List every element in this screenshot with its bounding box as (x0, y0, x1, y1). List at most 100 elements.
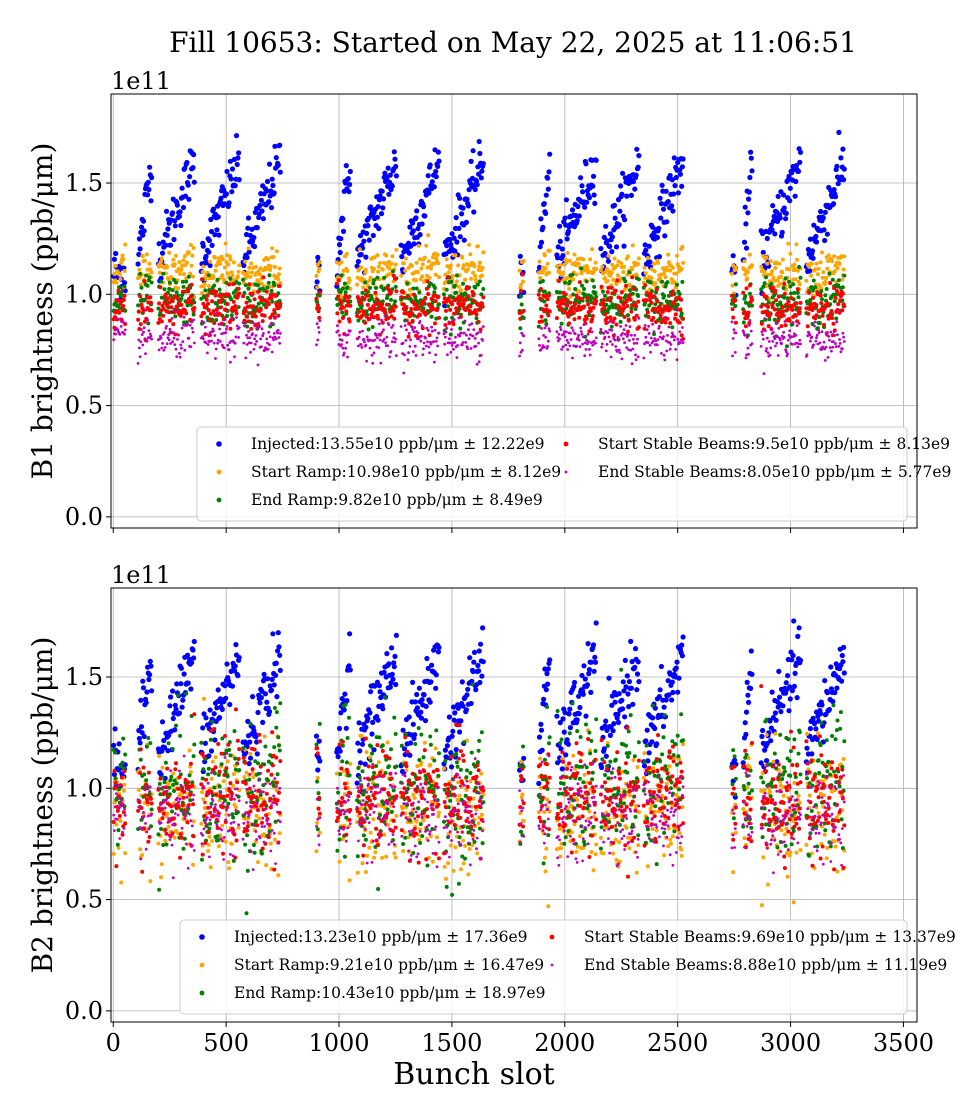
data-point (369, 317, 372, 320)
data-point (469, 277, 473, 281)
data-point (273, 838, 277, 842)
data-point (269, 205, 274, 210)
data-point (270, 183, 275, 188)
data-point (254, 343, 257, 346)
data-point (658, 687, 663, 692)
data-point (461, 839, 465, 843)
data-point (570, 326, 573, 329)
data-point (123, 321, 126, 324)
data-point (171, 288, 175, 292)
data-point (828, 281, 832, 285)
data-point (357, 310, 361, 314)
data-point (251, 235, 256, 240)
data-point (266, 199, 271, 204)
data-point (784, 320, 787, 323)
data-point (402, 372, 405, 375)
data-point (146, 321, 150, 325)
data-point (636, 153, 641, 158)
data-point (143, 326, 146, 329)
data-point (208, 317, 212, 321)
legend-entry: Injected:13.55e10 ppb/μm ± 12.22e9 (251, 435, 545, 453)
data-point (613, 317, 617, 321)
data-point (469, 159, 474, 164)
data-point (779, 275, 783, 279)
data-point (774, 718, 779, 723)
data-point (567, 711, 572, 716)
data-point (745, 680, 750, 685)
data-point (843, 340, 846, 343)
data-point (761, 285, 765, 289)
data-point (190, 301, 194, 305)
data-point (614, 339, 617, 342)
data-point (138, 294, 142, 298)
data-point (581, 692, 586, 697)
data-point (186, 183, 191, 188)
data-point (257, 322, 260, 325)
data-point (123, 243, 127, 247)
data-point (201, 270, 205, 274)
data-point (418, 313, 422, 317)
data-point (229, 176, 234, 181)
data-point (789, 296, 793, 300)
data-point (171, 317, 174, 320)
data-point (769, 347, 772, 350)
data-point (450, 328, 453, 331)
data-point (190, 254, 194, 258)
data-point (184, 280, 188, 284)
data-point (602, 298, 606, 302)
data-point (606, 290, 610, 294)
data-point (631, 362, 634, 365)
data-point (522, 335, 525, 338)
data-point (117, 741, 122, 746)
data-point (471, 290, 475, 294)
data-point (168, 694, 173, 699)
data-point (799, 301, 803, 305)
data-point (663, 359, 666, 362)
data-point (821, 215, 826, 220)
data-point (637, 325, 641, 329)
data-point (160, 337, 163, 340)
data-point (636, 165, 641, 170)
data-point (226, 271, 230, 275)
data-point (372, 856, 376, 860)
data-point (361, 239, 366, 244)
data-point (259, 208, 264, 213)
data-point (393, 164, 398, 169)
data-point (405, 282, 409, 286)
data-point (792, 263, 796, 267)
data-point (813, 726, 818, 731)
data-point (179, 344, 182, 347)
data-point (571, 357, 574, 360)
data-point (676, 358, 679, 361)
data-point (577, 711, 582, 716)
data-point (372, 278, 376, 282)
data-point (782, 296, 786, 300)
data-point (316, 303, 320, 307)
data-point (467, 243, 471, 247)
data-point (428, 763, 432, 767)
data-point (643, 283, 647, 287)
data-point (635, 671, 640, 676)
data-point (190, 647, 195, 652)
data-point (205, 333, 208, 336)
data-point (394, 341, 397, 344)
data-point (180, 698, 185, 703)
data-point (750, 330, 753, 333)
data-point (234, 308, 238, 312)
data-point (236, 150, 241, 155)
data-point (824, 359, 827, 362)
data-point (247, 266, 251, 270)
data-point (389, 298, 393, 302)
data-point (414, 345, 417, 348)
data-point (661, 207, 666, 212)
data-point (170, 688, 175, 693)
data-point (277, 329, 280, 332)
data-point (777, 327, 780, 330)
data-point (519, 341, 522, 344)
data-point (168, 339, 171, 342)
data-point (157, 265, 161, 269)
data-point (672, 155, 677, 160)
data-point (675, 254, 679, 258)
data-point (592, 655, 597, 660)
data-point (776, 194, 781, 199)
